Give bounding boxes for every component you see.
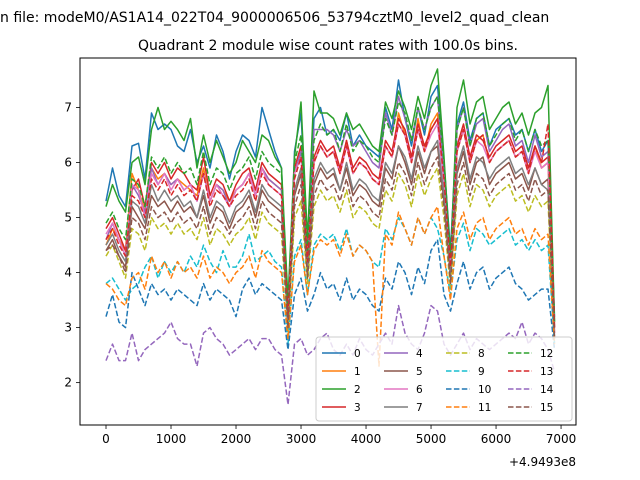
y-tick-label: 3: [64, 321, 72, 335]
x-tick-label: 4000: [351, 432, 382, 446]
y-tick-label: 4: [64, 266, 72, 280]
x-tick-label: 0: [102, 432, 110, 446]
series-line-7: [105, 139, 556, 339]
series-line-15: [105, 156, 556, 339]
legend-label-3: 3: [354, 402, 361, 414]
y-tick-label: 7: [64, 101, 72, 115]
legend-label-13: 13: [540, 366, 553, 378]
legend-label-10: 10: [478, 384, 491, 396]
legend-label-11: 11: [478, 402, 491, 414]
x-tick-label: 3000: [286, 432, 317, 446]
x-axis: 0 1000 2000 3000 4000 5000 6000 7000: [102, 425, 576, 446]
x-tick-label: 6000: [481, 432, 512, 446]
legend-label-6: 6: [416, 384, 423, 396]
y-axis: 2 3 4 5 6 7: [64, 101, 80, 390]
x-tick-label: 2000: [221, 432, 252, 446]
legend-label-12: 12: [540, 348, 553, 360]
series-line-13: [105, 117, 556, 328]
figure-suptitle: n file: modeM0/AS1A14_022T04_9000006506_…: [0, 10, 549, 26]
legend-label-15: 15: [540, 402, 553, 414]
x-offset-label: +4.9493e8: [509, 455, 576, 469]
axes-frame: [79, 57, 577, 426]
legend-box: [315, 336, 573, 422]
x-tick-label: 5000: [416, 432, 447, 446]
series-line-10: [105, 238, 556, 351]
plot-area: [105, 68, 556, 406]
legend-label-8: 8: [478, 348, 485, 360]
series-line-2: [105, 68, 556, 323]
series-line-12: [105, 95, 556, 323]
legend-label-7: 7: [416, 402, 423, 414]
y-tick-label: 5: [64, 211, 72, 225]
legend-label-9: 9: [478, 366, 485, 378]
x-tick-label: 1000: [156, 432, 187, 446]
legend-label-5: 5: [416, 366, 423, 378]
legend-label-4: 4: [416, 348, 423, 360]
legend-label-1: 1: [354, 366, 361, 378]
legend-label-0: 0: [354, 348, 361, 360]
x-tick-label: 7000: [546, 432, 577, 446]
legend-label-2: 2: [354, 384, 361, 396]
y-tick-label: 2: [64, 376, 72, 390]
series-line-8: [105, 167, 556, 345]
y-tick-label: 6: [64, 156, 72, 170]
legend-label-14: 14: [540, 384, 554, 396]
series-line-11: [105, 205, 556, 367]
chart-title: Quadrant 2 module wise count rates with …: [138, 38, 518, 54]
